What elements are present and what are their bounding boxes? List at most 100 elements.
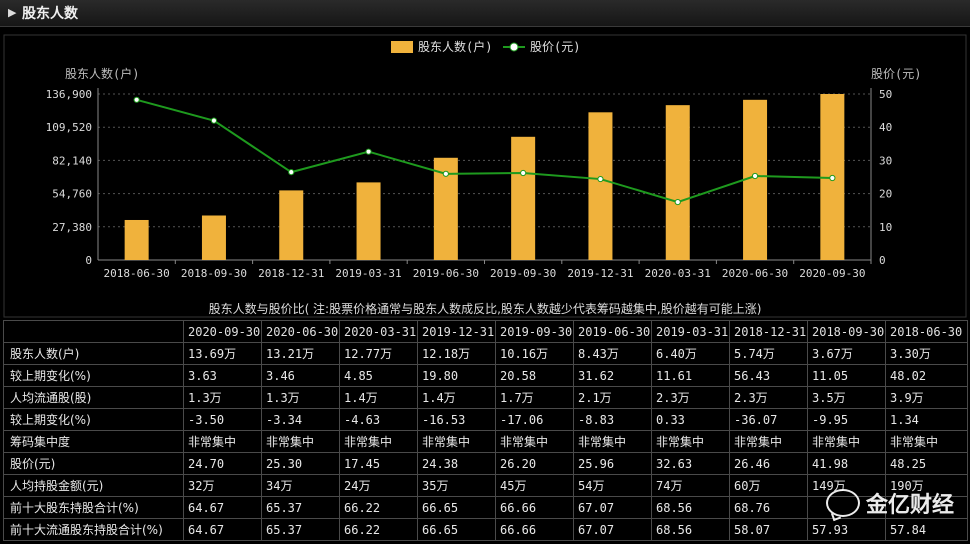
table-cell: 35万 (417, 474, 496, 497)
bar-shareholders (665, 105, 690, 261)
table-cell: 64.67 (183, 518, 262, 541)
price-point (365, 148, 372, 155)
legend-label-price: 股价(元) (530, 40, 580, 54)
x-tick-label: 2018-12-31 (258, 267, 324, 280)
price-point (520, 169, 527, 177)
table-cell: 1.3万 (183, 386, 262, 409)
chart-area: 股东人数(户) 股价(元) 股东人数(户) 股价(元) 0 0 27,380 10 54,760… (3, 34, 967, 318)
table-cell: 65.37 (261, 496, 340, 519)
table-cell: 3.30万 (885, 342, 968, 365)
price-point (674, 198, 681, 206)
x-tick-label: 2019-09-30 (490, 267, 556, 280)
table-cell: 3.67万 (807, 342, 886, 365)
table-cell: 31.62 (573, 364, 652, 387)
table-cell: 48.25 (885, 452, 968, 475)
bar-shareholders (279, 190, 304, 260)
y-left-tick-label: 0 (85, 254, 92, 267)
table-row: 人均持股金额(元) 32万 34万 24万 35万 45万 54万 74万 60万 149万 190… (3, 474, 968, 497)
bar-shareholders (743, 99, 768, 260)
table-cell: 64.67 (183, 496, 262, 519)
table-row: 前十大流通股东持股合计(%) 64.67 65.37 66.22 66.65 66.66 6… (3, 518, 968, 541)
table-cell: 3.46 (261, 364, 340, 387)
table-cell: 66.66 (495, 496, 574, 519)
y-left-tick-label: 27,380 (52, 221, 92, 234)
bar-shareholders (124, 219, 149, 260)
y-right-tick-label: 50 (879, 88, 892, 101)
table-cell: 68.56 (651, 518, 730, 541)
table-row: 人均流通股(股) 1.3万 1.3万 1.4万 1.4万 1.7万 2.1万 2.3万 2.3万… (3, 386, 968, 409)
table-row: 前十大股东持股合计(%) 64.67 65.37 66.22 66.65 66.66 67.… (3, 496, 968, 519)
table-cell: -36.07 (729, 408, 808, 431)
table-cell: 非常集中 (417, 430, 496, 453)
table-cell: 32万 (183, 474, 262, 497)
table-cell: 12.77万 (339, 342, 418, 365)
table-cell: 6.40万 (651, 342, 730, 365)
table-cell: 11.61 (651, 364, 730, 387)
y-left-tick-label: 82,140 (52, 154, 92, 167)
bar-shareholders (201, 215, 226, 260)
x-tick-label: 2019-03-31 (335, 267, 401, 280)
y-left-tick-label: 109,520 (46, 121, 92, 134)
row-label: 较上期变化(%) (3, 364, 184, 387)
price-point (288, 169, 295, 176)
table-row: 股价(元) 24.70 25.30 17.45 24.38 26.20 25.96 32.63… (3, 452, 968, 475)
table-cell: 32.63 (651, 452, 730, 475)
price-line (136, 98, 833, 204)
column-header: 2020-09-30 (183, 320, 262, 343)
table-cell: 2.1万 (573, 386, 652, 409)
y-right-tick-label: 10 (879, 221, 892, 234)
table-cell: 12.18万 (417, 342, 496, 365)
row-label: 人均流通股(股) (3, 386, 184, 409)
table-cell: 25.96 (573, 452, 652, 475)
table-cell: 67.07 (573, 518, 652, 541)
table-cell: 74万 (651, 474, 730, 497)
table-cell: -3.34 (261, 408, 340, 431)
table-row: 筹码集中度 非常集中 非常集中 非常集中 非常集中 非常集中 非常集中 非常集中 非常集中 非常集… (3, 430, 968, 453)
left-axis-title: 股东人数(户) (65, 66, 139, 81)
table-row: 较上期变化(%) -3.50 -3.34 -4.63 -16.53 -17.06 -8.83… (3, 408, 968, 431)
table-cell: 25.30 (261, 452, 340, 475)
table-cell: 67.07 (573, 496, 652, 519)
table-cell: 10.16万 (495, 342, 574, 365)
bar-shareholders (511, 136, 536, 260)
table-cell: 19.80 (417, 364, 496, 387)
price-point (442, 170, 449, 177)
table-cell: 58.07 (729, 518, 808, 541)
price-point (829, 174, 836, 182)
wechat-icon (825, 489, 860, 517)
panel-title: 股东人数 (22, 6, 78, 22)
table-cell: 11.05 (807, 364, 886, 387)
table-cell: 57.84 (885, 518, 968, 541)
table-cell: 13.69万 (183, 342, 262, 365)
bar-shareholders (356, 182, 381, 260)
table-cell: 3.5万 (807, 386, 886, 409)
table-cell: 26.20 (495, 452, 574, 475)
table-cell: 非常集中 (183, 430, 262, 453)
table-cell: 非常集中 (339, 430, 418, 453)
table-cell: 8.43万 (573, 342, 652, 365)
x-tick-label: 2020-06-30 (722, 267, 788, 280)
table-cell: -16.53 (417, 408, 496, 431)
x-tick-label: 2018-09-30 (181, 267, 247, 280)
table-cell: 4.85 (339, 364, 418, 387)
row-label: 较上期变化(%) (3, 408, 184, 431)
table-cell: 66.65 (417, 518, 496, 541)
row-label: 筹码集中度 (3, 430, 184, 453)
legend-label-shareholders: 股东人数(户) (418, 39, 492, 54)
x-tick-label: 2020-09-30 (799, 267, 865, 280)
table-cell: 非常集中 (495, 430, 574, 453)
table-cell: -3.50 (183, 408, 262, 431)
price-point (210, 117, 218, 124)
column-header: 2019-03-31 (651, 320, 730, 343)
collapse-arrow-icon[interactable]: ▶ (8, 6, 17, 19)
column-header: 2019-06-30 (573, 320, 652, 343)
y-right-tick-label: 40 (879, 121, 892, 134)
table-cell: 24.38 (417, 452, 496, 475)
table-cell: 非常集中 (807, 430, 886, 453)
price-point (751, 172, 759, 180)
column-header: 2018-12-31 (729, 320, 808, 343)
table-cell: 非常集中 (573, 430, 652, 453)
x-tick-label: 2019-12-31 (567, 267, 633, 280)
column-header: 2020-06-30 (261, 320, 340, 343)
table-cell: 65.37 (261, 518, 340, 541)
